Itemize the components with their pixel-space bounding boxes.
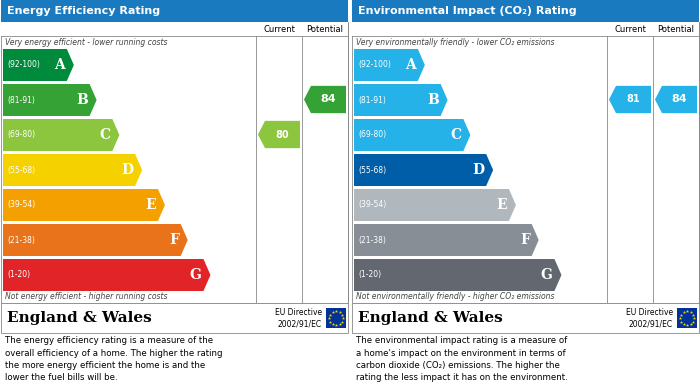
Bar	[326, 308, 346, 328]
Polygon shape	[354, 154, 493, 186]
Text: Not environmentally friendly - higher CO₂ emissions: Not environmentally friendly - higher CO…	[356, 292, 554, 301]
Polygon shape	[354, 259, 561, 291]
Text: A: A	[54, 58, 65, 72]
Text: (21-38): (21-38)	[358, 235, 386, 244]
Bar	[1, 22, 348, 36]
Bar	[1, 22, 348, 303]
Text: England & Wales: England & Wales	[7, 311, 152, 325]
Text: Very energy efficient - lower running costs: Very energy efficient - lower running co…	[5, 38, 167, 47]
Polygon shape	[354, 84, 447, 116]
Polygon shape	[354, 49, 425, 81]
Text: England & Wales: England & Wales	[358, 311, 503, 325]
Text: (92-100): (92-100)	[358, 61, 391, 70]
Text: Not energy efficient - higher running costs: Not energy efficient - higher running co…	[5, 292, 167, 301]
Text: 84: 84	[672, 95, 687, 104]
Text: Energy Efficiency Rating: Energy Efficiency Rating	[7, 6, 160, 16]
Text: EU Directive
2002/91/EC: EU Directive 2002/91/EC	[626, 308, 673, 328]
Polygon shape	[3, 119, 120, 151]
Polygon shape	[3, 84, 97, 116]
Polygon shape	[354, 224, 539, 256]
Bar	[352, 22, 699, 303]
Text: (39-54): (39-54)	[358, 201, 386, 210]
Polygon shape	[3, 49, 73, 81]
Text: C: C	[450, 128, 461, 142]
Text: C: C	[99, 128, 111, 142]
Text: EU Directive
2002/91/EC: EU Directive 2002/91/EC	[275, 308, 322, 328]
Polygon shape	[304, 86, 346, 113]
Polygon shape	[655, 86, 697, 113]
Text: E: E	[146, 198, 156, 212]
Text: (92-100): (92-100)	[7, 61, 40, 70]
Text: F: F	[520, 233, 530, 247]
Text: (55-68): (55-68)	[358, 165, 386, 174]
Polygon shape	[3, 224, 188, 256]
Text: Current: Current	[263, 25, 295, 34]
Bar	[1, 0, 348, 22]
Text: 80: 80	[276, 129, 289, 140]
Bar	[352, 22, 699, 36]
Text: Current: Current	[614, 25, 646, 34]
Text: Environmental Impact (CO₂) Rating: Environmental Impact (CO₂) Rating	[358, 6, 577, 16]
Text: D: D	[472, 163, 484, 177]
Polygon shape	[3, 154, 142, 186]
Polygon shape	[3, 259, 211, 291]
Text: Potential: Potential	[657, 25, 694, 34]
Text: (69-80): (69-80)	[358, 131, 386, 140]
Bar	[352, 0, 699, 22]
Text: (81-91): (81-91)	[358, 95, 386, 104]
Bar	[352, 303, 699, 333]
Bar	[1, 303, 348, 333]
Text: (55-68): (55-68)	[7, 165, 35, 174]
Text: 84: 84	[321, 95, 336, 104]
Text: 81: 81	[626, 95, 640, 104]
Text: (39-54): (39-54)	[7, 201, 35, 210]
Text: B: B	[427, 93, 439, 107]
Text: The environmental impact rating is a measure of
a home's impact on the environme: The environmental impact rating is a mea…	[356, 336, 568, 382]
Text: Potential: Potential	[307, 25, 344, 34]
Polygon shape	[354, 119, 470, 151]
Polygon shape	[609, 86, 651, 113]
Text: Very environmentally friendly - lower CO₂ emissions: Very environmentally friendly - lower CO…	[356, 38, 554, 47]
Text: A: A	[405, 58, 416, 72]
Text: (1-20): (1-20)	[358, 271, 381, 280]
Text: D: D	[121, 163, 133, 177]
Text: (1-20): (1-20)	[7, 271, 30, 280]
Text: (21-38): (21-38)	[7, 235, 35, 244]
Bar	[677, 308, 697, 328]
Polygon shape	[258, 121, 300, 148]
Text: G: G	[190, 268, 202, 282]
Text: E: E	[496, 198, 507, 212]
Text: (69-80): (69-80)	[7, 131, 35, 140]
Text: B: B	[76, 93, 88, 107]
Text: F: F	[169, 233, 178, 247]
Polygon shape	[3, 189, 165, 221]
Polygon shape	[354, 189, 516, 221]
Text: (81-91): (81-91)	[7, 95, 35, 104]
Text: The energy efficiency rating is a measure of the
overall efficiency of a home. T: The energy efficiency rating is a measur…	[5, 336, 223, 382]
Text: G: G	[540, 268, 552, 282]
